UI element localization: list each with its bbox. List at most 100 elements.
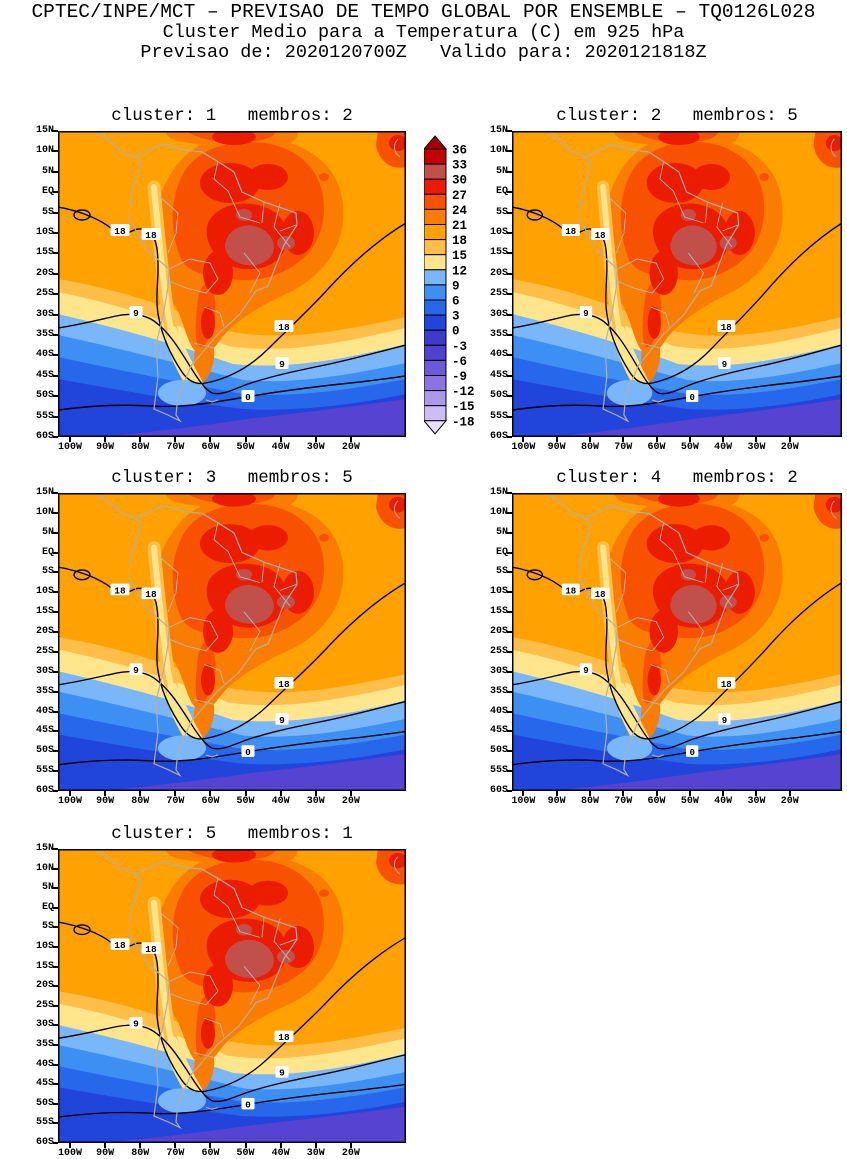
- lat-tick-label: 55S: [489, 410, 508, 422]
- lat-tick-mark: [507, 374, 512, 377]
- lat-tick-mark: [53, 231, 58, 234]
- lat-tick-mark: [507, 750, 512, 753]
- lon-tick-mark: [279, 791, 282, 796]
- contour-label-chip: [274, 1030, 294, 1043]
- lat-tick-label: 55S: [489, 765, 508, 777]
- contour-18-east: [652, 222, 842, 384]
- contour-label-chip: [686, 390, 699, 402]
- lat-tick-label: 20S: [35, 626, 54, 638]
- contour-label-chip: [275, 713, 289, 725]
- lon-tick-mark: [622, 791, 625, 796]
- lat-tick-mark: [53, 611, 58, 614]
- lat-tick-mark: [53, 710, 58, 713]
- lat-tick-label: 10N: [489, 145, 508, 157]
- colorbar-down-arrow: [422, 420, 448, 435]
- colorbar-swatch: [423, 375, 447, 392]
- lat-tick-mark: [53, 211, 58, 214]
- colorbar-level-label: -3: [452, 340, 467, 354]
- contour-0: [58, 375, 406, 411]
- contour-label: 18: [565, 226, 576, 237]
- lon-tick-mark: [314, 1143, 317, 1148]
- contour-label: 9: [279, 359, 285, 370]
- lat-tick-mark: [53, 354, 58, 357]
- contour-label: 18: [114, 940, 126, 951]
- contour-label: 18: [278, 322, 290, 333]
- lon-tick-mark: [244, 1143, 247, 1148]
- contour-label-chip: [141, 942, 161, 954]
- lat-tick-mark: [507, 492, 512, 494]
- lon-tick-mark: [139, 791, 142, 796]
- lat-tick-label: 60S: [489, 785, 508, 796]
- contour-label: 9: [583, 308, 588, 319]
- contour-label: 18: [114, 226, 126, 237]
- isotherm-contours: [512, 566, 842, 766]
- panel-title-cluster-2: cluster: 2 membros: 5: [556, 106, 798, 126]
- lon-tick-mark: [349, 791, 352, 796]
- lon-tick-mark: [279, 1143, 282, 1148]
- lon-tick-label: 40W: [271, 1148, 290, 1159]
- figure-title-line-1: CPTEC/INPE/MCT – PREVISAO DE TEMPO GLOBA…: [31, 1, 816, 23]
- lat-tick-mark: [53, 1024, 58, 1027]
- contour-9: [58, 1024, 406, 1103]
- warm-core-region: [153, 849, 344, 1091]
- lon-tick-mark: [788, 437, 791, 442]
- lat-tick-label: EQ: [41, 546, 54, 558]
- lon-tick-mark: [788, 791, 791, 796]
- lon-tick-label: 30W: [306, 796, 325, 807]
- colorbar-level-label: 36: [452, 144, 467, 158]
- colorbar-level-label: -6: [452, 355, 467, 369]
- lon-tick-label: 40W: [271, 442, 290, 453]
- lat-tick-mark: [53, 436, 58, 438]
- lon-tick-label: 50W: [236, 1148, 255, 1159]
- figure-header: CPTEC/INPE/MCT – PREVISAO DE TEMPO GLOBA…: [0, 2, 847, 63]
- lon-tick-mark: [209, 437, 212, 442]
- lat-tick-mark: [507, 150, 512, 153]
- colorbar-swatch: [423, 239, 447, 256]
- lon-tick-mark: [244, 791, 247, 796]
- lat-tick-label: 40S: [35, 349, 54, 361]
- lat-tick-label: 15S: [35, 960, 54, 972]
- colorbar-swatch: [423, 163, 447, 180]
- lat-tick-label: 5N: [41, 526, 54, 538]
- lat-tick-label: 45S: [489, 369, 508, 381]
- lat-tick-mark: [507, 252, 512, 255]
- contour-label: 18: [145, 944, 157, 955]
- lat-tick-label: 10S: [35, 940, 54, 952]
- lat-tick-mark: [53, 492, 58, 494]
- lat-tick-mark: [507, 211, 512, 214]
- lat-tick-label: 15S: [489, 606, 508, 618]
- map-frame-border: [59, 132, 406, 437]
- lon-tick-label: 80W: [580, 796, 599, 807]
- lon-tick-mark: [139, 1143, 142, 1148]
- lat-tick-mark: [53, 790, 58, 792]
- contour-label: 9: [722, 359, 727, 370]
- lat-tick-label: 10N: [35, 506, 54, 518]
- contour-label-chip: [129, 1017, 143, 1029]
- contour-label-chip: [275, 1066, 289, 1078]
- lat-tick-mark: [507, 191, 512, 194]
- country-borders: [159, 522, 297, 705]
- panel-title-cluster-5: cluster: 5 membros: 1: [111, 824, 353, 844]
- lat-tick-mark: [53, 1102, 58, 1105]
- lat-tick-mark: [53, 333, 58, 336]
- lat-tick-label: 5S: [41, 921, 54, 933]
- country-borders: [159, 877, 297, 1058]
- lat-tick-mark: [53, 1122, 58, 1125]
- lon-tick-mark: [349, 1143, 352, 1148]
- lat-tick-mark: [507, 395, 512, 398]
- contour-label-chip: [686, 745, 699, 757]
- lon-tick-label: 40W: [714, 796, 733, 807]
- lon-tick-mark: [174, 791, 177, 796]
- contour-18-loop: [73, 924, 91, 936]
- contour-label: 18: [595, 589, 606, 600]
- lat-tick-mark: [53, 551, 58, 554]
- contour-label-chip: [561, 583, 580, 596]
- lat-tick-label: 25S: [35, 288, 54, 300]
- colorbar-level-label: -18: [452, 415, 475, 429]
- lon-tick-mark: [688, 437, 691, 442]
- lon-tick-label: 90W: [547, 442, 566, 453]
- lat-tick-mark: [53, 374, 58, 377]
- contour-label-chip: [561, 224, 580, 236]
- colorbar-level-label: 9: [452, 279, 460, 293]
- contour-label: 0: [245, 1100, 251, 1111]
